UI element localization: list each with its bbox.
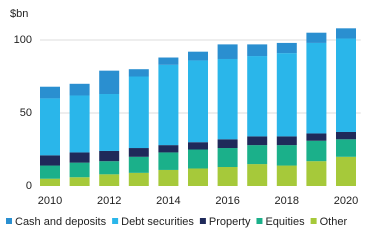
legend-swatch — [199, 218, 206, 224]
bar-segment — [276, 53, 297, 137]
y-tick-label: 0 — [26, 180, 32, 192]
bar-segment — [336, 28, 356, 39]
x-tick-label: 2012 — [97, 195, 121, 207]
bar-segment — [158, 152, 179, 170]
bar-segment — [217, 44, 238, 59]
bar-segment — [69, 177, 90, 186]
bar-segment — [336, 38, 356, 132]
y-axis-label: $bn — [10, 8, 28, 20]
bar-segment — [188, 142, 208, 150]
bar-segment — [158, 169, 179, 186]
bar-segment — [99, 70, 120, 95]
legend-swatch — [6, 218, 12, 224]
bar-segment — [128, 76, 149, 149]
bar-segment — [276, 165, 297, 186]
bar-segment — [128, 156, 149, 173]
bar-segment — [69, 95, 90, 153]
bar-segment — [69, 152, 90, 163]
bar-segment — [188, 51, 208, 61]
x-tick-label: 2014 — [156, 195, 180, 207]
bar-segment — [158, 145, 179, 153]
bar-segment — [40, 98, 60, 156]
bar-segment — [99, 150, 120, 162]
legend-label: Other — [320, 216, 348, 228]
bar-segment — [247, 145, 268, 165]
x-tick-label: 2020 — [334, 195, 358, 207]
bar-segment — [128, 172, 149, 186]
bar-segment — [188, 168, 208, 186]
bar-segment — [158, 57, 179, 65]
bar-segment — [306, 140, 327, 162]
bar-segment — [306, 32, 327, 43]
bar-segment — [306, 133, 327, 141]
x-tick-label: 2010 — [38, 195, 62, 207]
legend-label: Debt securities — [121, 216, 194, 228]
bar-segment — [336, 131, 356, 140]
bar-segment — [99, 161, 120, 175]
legend-swatch — [112, 218, 119, 224]
bar-segment — [247, 164, 268, 186]
y-tick-label: 50 — [20, 107, 32, 119]
bar-segment — [276, 42, 297, 54]
bar-segment — [247, 56, 268, 137]
bar-segment — [217, 58, 238, 140]
bar-segment — [247, 44, 268, 57]
bar-segment — [276, 136, 297, 146]
x-tick-label: 2018 — [275, 195, 299, 207]
bar-segment — [306, 42, 327, 134]
bar-segment — [217, 167, 238, 186]
bar-segment — [99, 94, 120, 151]
bar-segment — [128, 69, 149, 77]
legend-swatch — [256, 218, 263, 224]
bar-segment — [40, 155, 60, 166]
bar-segment — [40, 86, 60, 99]
bar-segment — [40, 178, 60, 186]
bar-segment — [306, 161, 327, 186]
legend-label: Equities — [265, 216, 305, 228]
bar-segment — [336, 139, 356, 157]
bar-segment — [247, 136, 268, 146]
bar-segment — [69, 83, 90, 96]
bar-segment — [217, 139, 238, 149]
y-tick-label: 100 — [14, 34, 32, 46]
bar-segment — [40, 165, 60, 179]
bar-segment — [188, 60, 208, 143]
bar-segment — [276, 145, 297, 166]
bar-segment — [128, 148, 149, 157]
x-tick-label: 2016 — [215, 195, 239, 207]
bar-segment — [69, 162, 90, 178]
bar-segment — [188, 149, 208, 169]
legend-label: Cash and deposits — [15, 216, 107, 228]
bar-segment — [217, 148, 238, 168]
legend-label: Property — [209, 216, 251, 228]
bar-segment — [99, 174, 120, 186]
bar-segment — [158, 64, 179, 146]
legend-swatch — [310, 218, 317, 224]
bar-segment — [336, 156, 356, 186]
